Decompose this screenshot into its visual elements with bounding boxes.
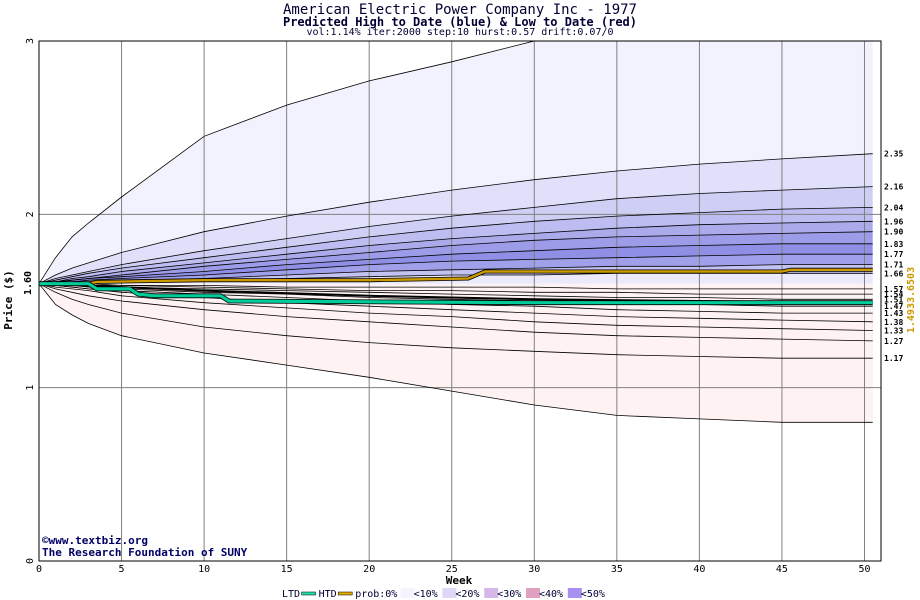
credit-org: The Research Foundation of SUNY (42, 546, 248, 559)
upper-band-20pct (39, 186, 873, 284)
band-end-label: 1.71 (884, 261, 903, 270)
legend-label: <40% (539, 589, 563, 600)
lower-band-outline-0pct (39, 283, 873, 423)
band-end-label: 1.38 (884, 318, 903, 327)
upper-band-30pct (39, 207, 873, 284)
x-tick-label: 30 (528, 564, 540, 575)
lower-band-outline-20pct (39, 283, 873, 342)
x-tick-label: 10 (198, 564, 210, 575)
y-tick-label: 3 (25, 38, 36, 44)
band-end-label: 1.90 (884, 228, 903, 237)
legend-color-swatch (567, 588, 582, 598)
x-tick-label: 45 (776, 564, 788, 575)
upper-band-outline-35pct (39, 220, 873, 285)
plot-frame (38, 40, 882, 562)
lower-band-outline-30pct (39, 283, 873, 331)
x-tick-label: 0 (36, 564, 42, 575)
band-end-label: 1.51 (884, 295, 903, 304)
legend-label: <10% (414, 589, 438, 600)
ltd-htd-lines (39, 267, 873, 306)
legend-color-swatch (526, 588, 540, 598)
upper-band-outline-45pct (39, 243, 873, 285)
legend-color-swatch (442, 588, 457, 598)
credit-url-line: ©www.textbiz.org (42, 534, 148, 547)
right-axis-values: 1.4933.6503 (906, 267, 917, 333)
y-tick-label: 2 (25, 211, 36, 217)
legend-label: <50% (581, 589, 605, 600)
legend-line-swatch (301, 591, 316, 596)
copyright-icon: © (42, 534, 49, 547)
upper-band-45pct (39, 243, 873, 284)
band-end-label: 1.43 (884, 309, 903, 318)
band-end-label: 1.96 (884, 217, 903, 226)
x-tick-label: 20 (363, 564, 375, 575)
upper-band-40pct (39, 231, 873, 284)
ltd-line (39, 282, 873, 305)
legend-color-swatch (484, 588, 499, 598)
band-end-label: 1.83 (884, 240, 903, 249)
legend-line-swatch (337, 591, 353, 596)
x-tick-label: 25 (446, 564, 458, 575)
y-tick-label: 0 (25, 558, 36, 564)
upper-band-outline-20pct (39, 186, 873, 285)
legend-label: <20% (455, 589, 479, 600)
x-tick-label: 5 (119, 564, 125, 575)
band-end-label: 1.66 (884, 269, 903, 278)
band-end-label: 1.54 (884, 290, 903, 299)
legend-label: LTD (282, 589, 300, 600)
band-end-labels: 2.35 2.16 2.04 1.96 1.90 1.831.77 1.711.66 1.57… (884, 150, 903, 364)
band-end-label: 2.16 (884, 183, 903, 192)
x-tick-label: 50 (858, 564, 870, 575)
y-tick-label: 1 (25, 385, 36, 391)
chart-title: American Electric Power Company Inc - 19… (282, 2, 637, 18)
legend-label: prob:0% (355, 589, 397, 600)
upper-band-0pct (39, 41, 873, 284)
credit-url[interactable]: www.textbiz.org (48, 534, 148, 547)
upper-band-10pct (39, 153, 873, 284)
band-end-label: 1.47 (884, 302, 903, 311)
legend: LTD HTD prob:0% <10% <20% <30% <40% <50% (282, 588, 605, 600)
start-price-label: 1.60 (23, 271, 34, 295)
band-end-label: 1.33 (884, 326, 903, 335)
band-end-label: 1.17 (884, 354, 903, 363)
x-tick-label: 15 (281, 564, 293, 575)
chart-subtitle: Predicted High to Date (blue) & Low to D… (282, 15, 637, 29)
chart-parameters: vol:1.14% iter:2000 step:10 hurst:0.57 d… (306, 27, 614, 38)
band-end-label: 1.57 (884, 285, 903, 294)
x-tick-label: 35 (611, 564, 623, 575)
upper-band-outline-30pct (39, 207, 873, 285)
upper-band-outline-10pct (39, 153, 873, 285)
lower-band-outline-35pct (39, 283, 873, 323)
band-end-label: 2.04 (884, 203, 903, 212)
legend-color-swatch (400, 588, 415, 598)
lower-band-outline-10pct (39, 283, 873, 359)
legend-label: <30% (497, 589, 521, 600)
upper-band-35pct (39, 221, 873, 284)
band-end-label: 1.77 (884, 250, 903, 259)
y-axis-label: Price ($) (2, 270, 15, 330)
axis-ticks: 0 5 10 15 20 25 30 35 40 45 50 0 1 2 3 (25, 38, 871, 575)
band-end-label: 2.35 (884, 150, 903, 159)
x-axis-label: Week (446, 574, 473, 587)
upper-band-outline-0pct (39, 41, 537, 284)
band-end-label: 1.27 (884, 337, 903, 346)
legend-label: HTD (319, 589, 337, 600)
x-tick-label: 40 (693, 564, 705, 575)
htd-line (39, 268, 873, 285)
